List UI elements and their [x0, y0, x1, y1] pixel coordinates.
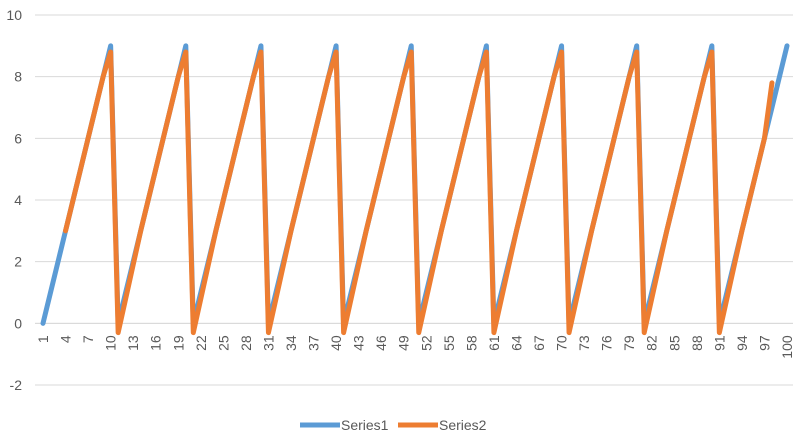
x-tick-label: 7	[80, 335, 96, 343]
x-tick-label: 64	[508, 335, 524, 351]
x-tick-label: 82	[644, 335, 660, 351]
y-tick-label: 0	[14, 315, 22, 331]
x-tick-label: 19	[170, 335, 186, 351]
legend-label-series2: Series2	[439, 417, 487, 433]
x-tick-label: 94	[734, 335, 750, 351]
y-tick-label: 8	[14, 69, 22, 85]
y-tick-label: 10	[6, 7, 22, 23]
x-tick-label: 13	[125, 335, 141, 351]
x-tick-label: 85	[666, 335, 682, 351]
x-tick-label: 73	[576, 335, 592, 351]
x-tick-label: 88	[689, 335, 705, 351]
x-tick-label: 43	[351, 335, 367, 351]
x-tick-label: 1	[35, 335, 51, 343]
x-tick-label: 76	[599, 335, 615, 351]
x-tick-label: 22	[193, 335, 209, 351]
x-tick-label: 10	[103, 335, 119, 351]
x-tick-label: 97	[756, 335, 772, 351]
x-tick-label: 34	[283, 335, 299, 351]
x-tick-label: 79	[621, 335, 637, 351]
series-line-series2	[63, 49, 775, 336]
x-tick-label: 70	[554, 335, 570, 351]
x-tick-label: 67	[531, 335, 547, 351]
x-tick-label: 52	[418, 335, 434, 351]
y-tick-label: 4	[14, 192, 22, 208]
legend: Series1 Series2	[300, 417, 487, 433]
x-tick-label: 25	[215, 335, 231, 351]
x-tick-label: 100	[779, 335, 795, 359]
x-tick-label: 31	[260, 335, 276, 351]
x-tick-label: 37	[306, 335, 322, 351]
y-axis: -2 0 2 4 6 8 10	[6, 7, 22, 393]
x-axis: 1 4 7 10 13 16 19 22 25 28 31 34 37 40 43 46 49 52 55 58 61 6…	[35, 322, 795, 359]
x-tick-label: 4	[58, 335, 74, 343]
x-tick-label: 91	[711, 335, 727, 351]
y-tick-label: -2	[10, 377, 23, 393]
y-tick-label: 6	[14, 130, 22, 146]
x-tick-label: 49	[396, 335, 412, 351]
x-tick-label: 55	[441, 335, 457, 351]
x-tick-label: 28	[238, 335, 254, 351]
x-tick-label: 58	[463, 335, 479, 351]
x-tick-label: 16	[148, 335, 164, 351]
legend-label-series1: Series1	[341, 417, 389, 433]
series-lines	[40, 43, 790, 336]
y-tick-label: 2	[14, 254, 22, 270]
x-tick-label: 40	[328, 335, 344, 351]
x-tick-label: 61	[486, 335, 502, 351]
x-tick-label: 46	[373, 335, 389, 351]
